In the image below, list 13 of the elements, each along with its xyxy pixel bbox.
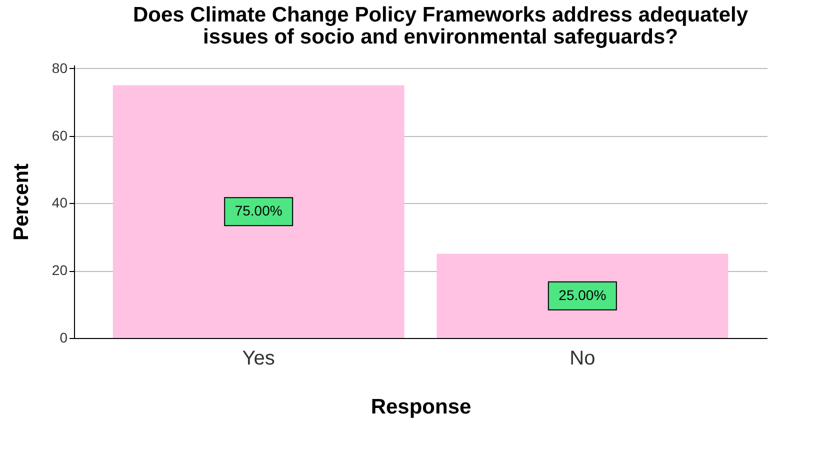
x-axis-title: Response <box>370 396 472 418</box>
data-label: 75.00% <box>234 202 282 219</box>
y-tick-label: 20 <box>52 262 68 278</box>
y-axis-title: Percent <box>10 163 33 241</box>
x-tick-label: No <box>570 348 596 370</box>
text: Does Climate Change Policy Frameworks address adequately <box>132 3 748 26</box>
y-tick-label: 60 <box>52 127 68 144</box>
y-tick-label: 0 <box>60 330 68 346</box>
y-tick-label: 80 <box>52 60 68 76</box>
y-tick-label: 40 <box>52 194 68 211</box>
text: issues of socio and environmental safeguards? <box>203 25 678 48</box>
data-label: 25.00% <box>558 286 606 303</box>
x-tick-label: Yes <box>242 348 275 370</box>
